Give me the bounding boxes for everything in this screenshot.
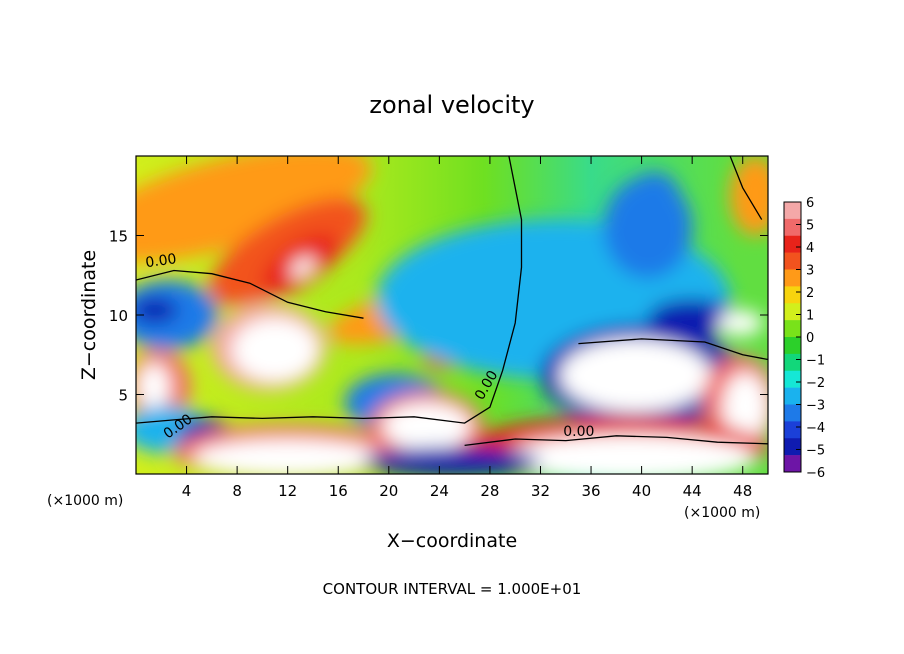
colorbar-label: 5 bbox=[806, 219, 814, 234]
colorbar-swatch bbox=[784, 303, 801, 321]
field-region bbox=[232, 318, 319, 382]
x-tick-label: 20 bbox=[379, 482, 398, 500]
colorbar-label: 1 bbox=[806, 309, 814, 324]
field-region bbox=[136, 156, 372, 262]
x-unit-label-right: (×1000 m) bbox=[684, 505, 760, 521]
colorbar-label: 6 bbox=[806, 196, 814, 211]
colorbar-label: 2 bbox=[806, 286, 814, 301]
field-region bbox=[717, 310, 763, 336]
colorbar-swatch bbox=[784, 421, 801, 439]
colorbar-label: −2 bbox=[806, 376, 825, 391]
colorbar-label: 0 bbox=[806, 331, 814, 346]
zero-contour-line bbox=[464, 435, 768, 447]
colorbar: 6 5 4 3 2 1 0 −1 −2 −3 −4 −5 −6 bbox=[783, 196, 825, 481]
field-region bbox=[290, 257, 316, 278]
chart-title: zonal velocity bbox=[369, 91, 534, 119]
colorbar-swatch bbox=[784, 387, 801, 405]
x-tick-label: 12 bbox=[278, 482, 297, 500]
field-region bbox=[559, 338, 712, 412]
colorbar-label: 3 bbox=[806, 264, 814, 279]
x-tick-label: 16 bbox=[329, 482, 348, 500]
x-tick-label: 8 bbox=[232, 482, 242, 500]
field-region bbox=[382, 402, 471, 451]
contour-interval-note: CONTOUR INTERVAL = 1.000E+01 bbox=[323, 580, 582, 598]
colorbar-swatch bbox=[784, 320, 801, 338]
x-tick-label: 36 bbox=[581, 482, 600, 500]
contour-label: 0.00 bbox=[563, 424, 594, 440]
field-region bbox=[137, 362, 171, 411]
y-tick-label: 15 bbox=[109, 228, 128, 246]
colorbar-label: −5 bbox=[806, 444, 825, 459]
field-region bbox=[628, 171, 680, 220]
colorbar-swatch bbox=[784, 438, 801, 456]
field-region bbox=[722, 372, 768, 443]
x-tick-label: 32 bbox=[531, 482, 550, 500]
x-tick-label: 40 bbox=[632, 482, 651, 500]
plot-area bbox=[136, 156, 768, 474]
field-region bbox=[502, 434, 756, 474]
x-tick-label: 28 bbox=[480, 482, 499, 500]
field-region bbox=[730, 156, 768, 236]
colorbar-label: 4 bbox=[806, 241, 814, 256]
zero-contour-line bbox=[136, 156, 523, 424]
colorbar-label: −1 bbox=[806, 354, 825, 369]
x-axis-label: X−coordinate bbox=[387, 530, 517, 552]
zero-contour-line bbox=[578, 338, 768, 361]
x-tick-label: 48 bbox=[733, 482, 752, 500]
y-tick-label: 10 bbox=[109, 307, 128, 325]
colorbar-swatch bbox=[784, 455, 801, 473]
colorbar-swatch bbox=[784, 370, 801, 388]
field-region bbox=[363, 446, 541, 474]
colorbar-swatch bbox=[784, 404, 801, 422]
colorbar-swatch bbox=[784, 202, 801, 220]
x-tick-label: 44 bbox=[683, 482, 702, 500]
y-axis-label: Z−coordinate bbox=[78, 250, 100, 380]
colorbar-swatch bbox=[784, 218, 801, 237]
contour-label: 0.00 bbox=[144, 251, 177, 271]
zero-contour-line bbox=[729, 156, 763, 220]
colorbar-label: −6 bbox=[806, 466, 825, 481]
colorbar-swatch bbox=[784, 269, 801, 287]
colorbar-label: −4 bbox=[806, 421, 825, 436]
colorbar-swatch bbox=[784, 337, 801, 355]
x-tick-label: 4 bbox=[182, 482, 192, 500]
colorbar-swatch bbox=[784, 353, 801, 372]
zero-contour-line bbox=[136, 269, 364, 319]
field-region bbox=[192, 439, 383, 474]
colorbar-swatch bbox=[784, 252, 801, 270]
colorbar-swatch bbox=[784, 235, 801, 253]
x-unit-label-left: (×1000 m) bbox=[47, 493, 123, 509]
x-tick-label: 24 bbox=[430, 482, 449, 500]
y-tick-label: 5 bbox=[118, 387, 128, 405]
colorbar-label: −3 bbox=[806, 399, 825, 414]
field-region bbox=[136, 297, 178, 323]
field-region bbox=[136, 280, 219, 350]
field-region bbox=[647, 299, 737, 338]
colorbar-swatch bbox=[784, 286, 801, 304]
